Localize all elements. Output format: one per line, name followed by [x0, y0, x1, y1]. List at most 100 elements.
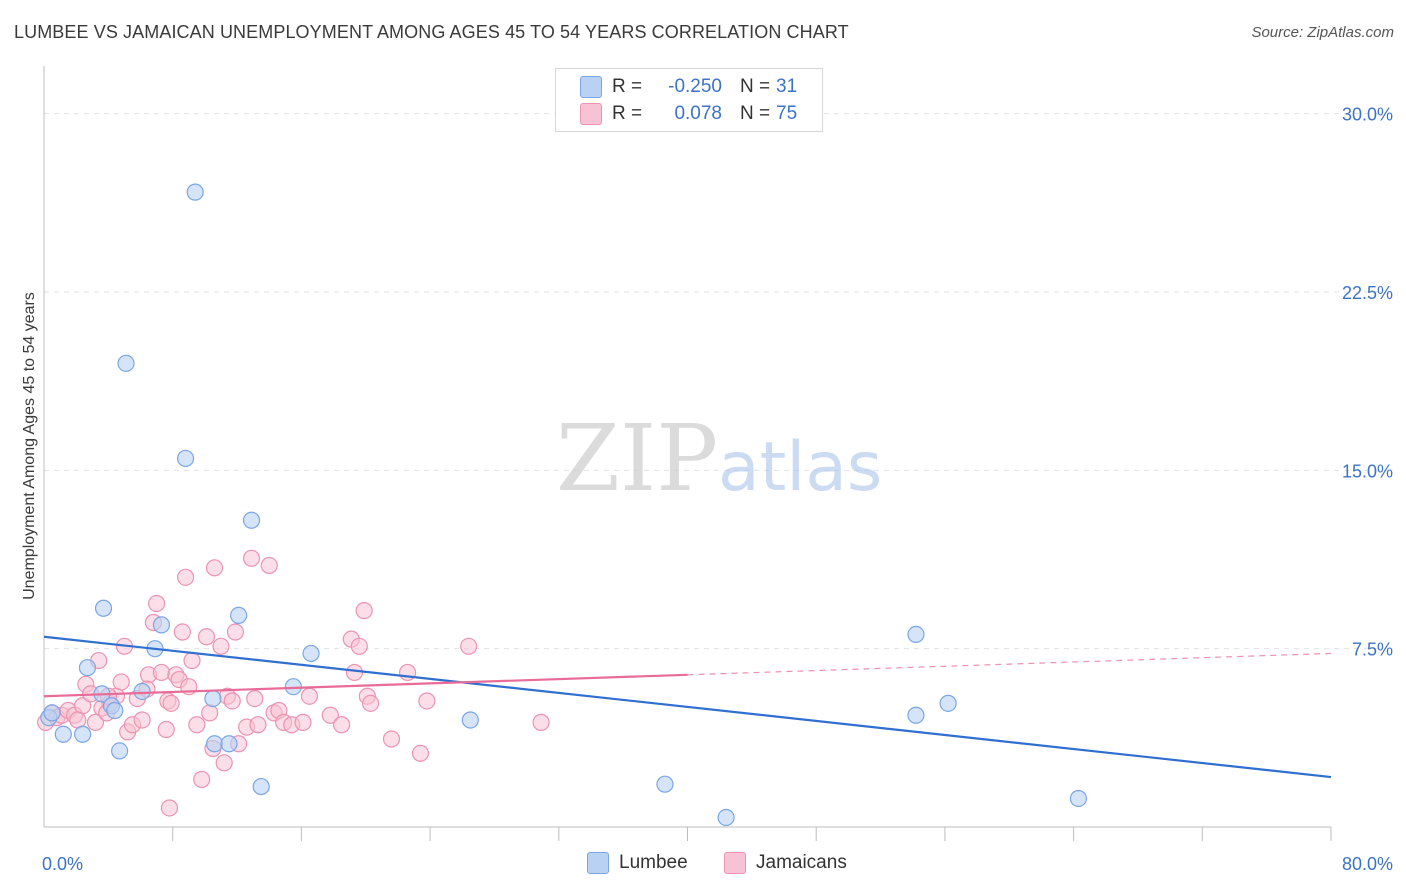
lumbee-point — [43, 704, 61, 722]
lumbee-point — [106, 701, 124, 720]
legend-r-value: 0.078 — [674, 103, 722, 124]
lumbee-point — [461, 711, 479, 729]
jamaicans-point — [249, 716, 267, 734]
jamaicans-point — [112, 673, 130, 691]
legend-lumbee-label: Lumbee — [619, 852, 688, 873]
jamaicans-swatch — [580, 103, 602, 125]
jamaicans-point — [333, 716, 351, 734]
lumbee-point — [907, 706, 925, 724]
lumbee-point — [1069, 789, 1088, 808]
jamaicans-point — [183, 651, 201, 670]
jamaicans-point — [197, 628, 216, 646]
jamaicans-point — [226, 623, 245, 641]
jamaicans-point — [157, 720, 175, 739]
jamaicans-point — [201, 704, 219, 722]
jamaicans-point — [173, 623, 191, 641]
jamaicans-point — [133, 711, 151, 729]
x-tick-label: 0.0% — [42, 854, 83, 874]
lumbee-point — [242, 511, 261, 529]
lumbee-point — [111, 742, 129, 760]
y-tick-label: 22.5% — [1342, 283, 1393, 303]
legend-n-label: N = — [740, 76, 771, 97]
jamaicans-point — [205, 559, 224, 577]
jamaicans-point — [86, 713, 105, 731]
jamaicans-point — [215, 754, 233, 772]
legend-n-value: 31 — [776, 76, 798, 97]
lumbee-trend-line — [43, 635, 1332, 779]
jamaicans-point — [418, 692, 436, 710]
legend-r-label: R = — [612, 103, 643, 124]
lumbee-point — [54, 725, 72, 743]
lumbee-point — [656, 775, 674, 793]
jamaicans-point — [176, 568, 195, 586]
watermark: ZIP atlas — [556, 405, 882, 512]
jamaicans-point — [361, 694, 380, 712]
jamaicans-point — [188, 716, 206, 734]
correlation-legend: R = -0.250 N = 31 R = 0.078 N = 75 — [555, 68, 823, 132]
lumbee-swatch — [587, 852, 609, 874]
lumbee-point — [220, 735, 238, 753]
jamaicans-point — [246, 689, 264, 708]
legend-item-jamaicans: Jamaicans — [724, 852, 847, 874]
jamaicans-point — [355, 602, 373, 620]
lumbee-point — [717, 808, 735, 827]
lumbee-point — [939, 694, 957, 712]
lumbee-point — [230, 606, 248, 624]
jamaicans-point — [242, 549, 261, 567]
jamaicans-point — [69, 711, 87, 729]
lumbee-point — [186, 183, 204, 201]
source-label: Source: ZipAtlas.com — [1251, 24, 1394, 41]
y-tick-label: 7.5% — [1352, 640, 1393, 660]
grid-lines — [44, 113, 1386, 650]
jamaicans-point — [345, 663, 364, 682]
jamaicans-point — [162, 694, 180, 712]
lumbee-point — [907, 625, 925, 644]
y-axis-label-wrap: Unemployment Among Ages 45 to 54 years — [10, 236, 50, 656]
y-tick-label: 30.0% — [1342, 105, 1393, 125]
chart-title: LUMBEE VS JAMAICAN UNEMPLOYMENT AMONG AG… — [14, 22, 849, 42]
lumbee-swatch — [580, 76, 602, 98]
tick-labels: 7.5% 15.0% 22.5% 30.0% 0.0% 80.0% — [42, 105, 1393, 874]
jamaicans-point — [350, 637, 368, 655]
lumbee-point — [133, 682, 151, 701]
lumbee-point — [176, 449, 195, 468]
lumbee-point — [302, 644, 320, 663]
legend-r-value: -0.250 — [668, 76, 722, 97]
watermark-zip: ZIP — [556, 405, 718, 512]
lumbee-point — [74, 725, 92, 743]
jamaicans-point — [300, 687, 319, 705]
x-tick-label: 80.0% — [1342, 854, 1393, 874]
jamaicans-swatch — [724, 852, 746, 874]
lumbee-point — [78, 659, 97, 677]
y-axis-label: Unemployment Among Ages 45 to 54 years — [21, 292, 38, 600]
jamaicans-trend-line — [43, 673, 688, 698]
legend-item-lumbee: Lumbee — [587, 852, 688, 874]
jamaicans-point — [160, 799, 179, 817]
lumbee-point — [205, 735, 224, 753]
axes — [43, 66, 1332, 841]
jamaicans-point — [460, 637, 478, 655]
jamaicans-point — [193, 770, 211, 789]
y-tick-label: 15.0% — [1342, 461, 1393, 481]
watermark-atlas: atlas — [718, 428, 882, 507]
jamaicans-trend-extension — [687, 652, 1332, 676]
jamaicans-point — [532, 713, 550, 731]
legend-n-value: 75 — [776, 103, 798, 124]
lumbee-point — [152, 616, 171, 634]
jamaicans-point — [294, 713, 312, 731]
legend-r-label: R = — [612, 76, 643, 97]
jamaicans-point — [411, 744, 430, 762]
legend-row-jamaicans: R = 0.078 N = 75 — [580, 101, 797, 127]
jamaicans-point — [260, 556, 278, 575]
lumbee-point — [252, 777, 270, 796]
jamaicans-point — [382, 730, 401, 748]
jamaicans-point — [212, 637, 230, 655]
jamaicans-point — [321, 706, 339, 724]
jamaicans-point — [152, 663, 171, 682]
legend-jamaicans-label: Jamaicans — [756, 852, 847, 873]
jamaicans-point — [148, 594, 166, 613]
legend-row-lumbee: R = -0.250 N = 31 — [580, 74, 797, 100]
trend-lines — [43, 635, 1332, 779]
lumbee-point — [94, 599, 113, 617]
